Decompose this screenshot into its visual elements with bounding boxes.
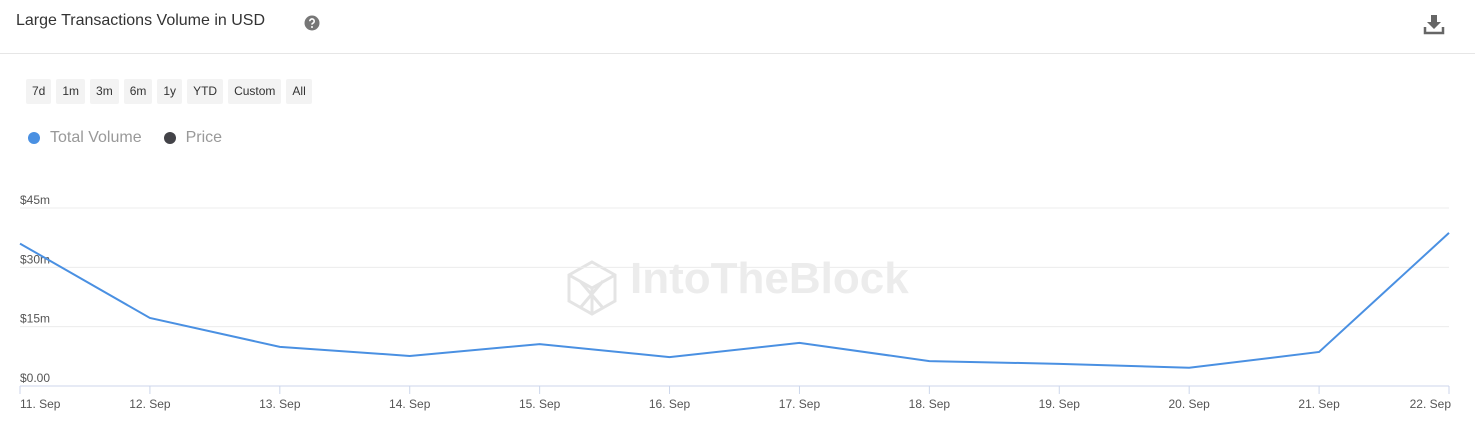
watermark-icon xyxy=(567,260,617,316)
x-tick-label: 18. Sep xyxy=(909,397,951,411)
chart-title: Large Transactions Volume in USD xyxy=(16,12,266,29)
x-tick-label: 21. Sep xyxy=(1298,397,1340,411)
legend-marker xyxy=(28,132,40,144)
range-button[interactable]: 3m xyxy=(90,79,119,104)
x-tick-label: 22. Sep xyxy=(1410,397,1452,411)
x-tick-label: 15. Sep xyxy=(519,397,561,411)
y-tick-label: $15m xyxy=(20,312,50,326)
x-tick-label: 17. Sep xyxy=(779,397,821,411)
x-tick-label: 16. Sep xyxy=(649,397,691,411)
x-tick-label: 13. Sep xyxy=(259,397,301,411)
range-toolbar: 7d 1m 3m 6m 1y YTD Custom All xyxy=(26,79,312,104)
legend: Total Volume Price xyxy=(28,129,222,147)
range-button[interactable]: 6m xyxy=(123,79,153,104)
data-line xyxy=(19,232,1450,369)
legend-label: Price xyxy=(185,129,223,146)
legend-item[interactable]: Total Volume xyxy=(28,129,142,147)
legend-marker xyxy=(163,132,176,144)
range-button[interactable]: 7d xyxy=(26,79,52,104)
range-button[interactable]: YTD xyxy=(187,79,224,104)
watermark: IntoTheBlock xyxy=(630,254,909,303)
legend-item[interactable]: Price xyxy=(163,129,223,147)
range-button[interactable]: Custom xyxy=(228,79,282,104)
x-tick-label: 14. Sep xyxy=(389,397,431,411)
y-tick-label: $45m xyxy=(20,193,50,207)
help-icon[interactable] xyxy=(304,15,320,31)
x-tick-label: 11. Sep xyxy=(20,397,61,411)
legend-label: Total Volume xyxy=(50,129,142,146)
x-tick-label: 20. Sep xyxy=(1168,397,1210,411)
range-button[interactable]: 1y xyxy=(157,79,183,104)
x-tick-label: 19. Sep xyxy=(1039,397,1081,411)
download-icon[interactable] xyxy=(1423,13,1445,35)
range-button[interactable]: All xyxy=(286,79,312,104)
x-tick-label: 12. Sep xyxy=(129,397,171,411)
y-tick-label: $0.00 xyxy=(20,371,50,385)
header: Large Transactions Volume in USD xyxy=(0,0,1475,54)
range-button[interactable]: 1m xyxy=(56,79,86,104)
